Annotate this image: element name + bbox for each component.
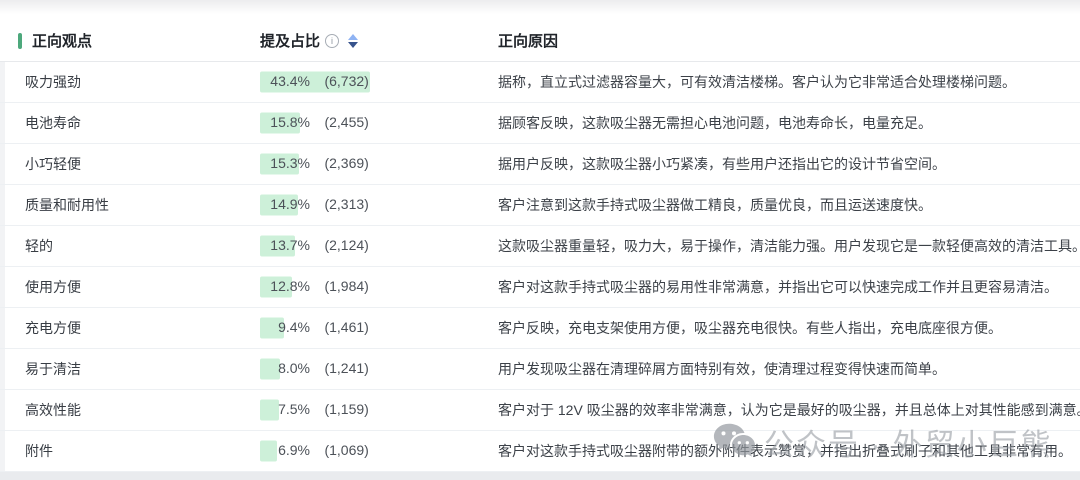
page-bottom-strip [0, 472, 1080, 480]
mention-count: (2,124) [324, 237, 369, 253]
reason-text: 这款吸尘器重量轻，吸力大，易于操作，清洁能力强。用户发现它是一款轻便高效的清洁工… [498, 238, 1080, 254]
mention-percent: 6.9% [278, 442, 310, 458]
mention-percent: 9.4% [278, 319, 310, 335]
viewpoint-label: 附件 [25, 443, 53, 459]
mention-bar [260, 276, 292, 298]
table-row: 使用方便 12.8% (1,984) 客户对这款手持式吸尘器的易用性非常满意，并… [0, 267, 1080, 308]
viewpoint-label: 高效性能 [25, 402, 81, 418]
mention-cell: 7.5% (1,159) [260, 399, 498, 421]
mention-percent: 7.5% [278, 401, 310, 417]
table-row: 高效性能 7.5% (1,159) 客户对于 12V 吸尘器的效率非常满意，认为… [0, 390, 1080, 431]
sort-down-icon [348, 41, 359, 48]
mention-percent: 43.4% [270, 73, 310, 89]
sort-arrows-icon[interactable] [348, 33, 359, 48]
info-circle-icon[interactable]: i [325, 33, 340, 48]
mention-bar [260, 399, 279, 421]
reason-text: 客户对这款手持式吸尘器附带的额外附件表示赞赏，并指出折叠式刷子和其他工具非常有用… [498, 443, 1072, 459]
viewpoint-label: 小巧轻便 [25, 156, 81, 172]
table-body: 吸力强劲 43.4% (6,732) 据称，直立式过滤器容量大，可有效清洁楼梯。… [0, 62, 1080, 472]
mention-count: (2,313) [324, 196, 369, 212]
viewpoint-label: 质量和耐用性 [25, 197, 109, 213]
column-header-reason: 正向原因 [498, 33, 559, 50]
reason-text: 用户发现吸尘器在清理碎屑方面特别有效，使清理过程变得快速而简单。 [498, 361, 946, 377]
reason-text: 据顾客反映，这款吸尘器无需担心电池问题，电池寿命长，电量充足。 [498, 115, 932, 131]
mention-percent: 15.3% [270, 155, 310, 171]
reason-text: 客户反映，充电支架使用方便，吸尘器充电很快。有些人指出，充电底座很方便。 [498, 320, 1002, 336]
page-top-fade [0, 0, 1080, 14]
mention-count: (1,984) [324, 278, 369, 294]
mention-cell: 6.9% (1,069) [260, 440, 498, 462]
mention-percent: 15.8% [270, 114, 310, 130]
mention-bar [260, 358, 280, 380]
viewpoint-label: 使用方便 [25, 279, 81, 295]
mention-bar [260, 112, 300, 134]
viewpoint-label: 电池寿命 [25, 115, 81, 131]
mention-cell: 15.8% (2,455) [260, 112, 498, 134]
table-row: 充电方便 9.4% (1,461) 客户反映，充电支架使用方便，吸尘器充电很快。… [0, 308, 1080, 349]
mention-cell: 13.7% (2,124) [260, 235, 498, 257]
table-row: 吸力强劲 43.4% (6,732) 据称，直立式过滤器容量大，可有效清洁楼梯。… [0, 62, 1080, 103]
mention-cell: 43.4% (6,732) [260, 71, 498, 93]
mention-cell: 14.9% (2,313) [260, 194, 498, 216]
viewpoint-label: 易于清洁 [25, 361, 81, 377]
mention-cell: 12.8% (1,984) [260, 276, 498, 298]
mention-bar [260, 235, 295, 257]
mention-cell: 15.3% (2,369) [260, 153, 498, 175]
mention-count: (2,369) [324, 155, 369, 171]
mention-bar [260, 71, 370, 93]
reason-text: 客户对这款手持式吸尘器的易用性非常满意，并指出它可以快速完成工作并且更容易清洁。 [498, 279, 1058, 295]
sort-up-icon [348, 33, 359, 40]
reason-text: 客户对于 12V 吸尘器的效率非常满意，认为它是最好的吸尘器，并且总体上对其性能… [498, 402, 1080, 418]
reason-text: 客户注意到这款手持式吸尘器做工精良，质量优良，而且运送速度快。 [498, 197, 932, 213]
table-row: 电池寿命 15.8% (2,455) 据顾客反映，这款吸尘器无需担心电池问题，电… [0, 103, 1080, 144]
mention-count: (2,455) [324, 114, 369, 130]
mention-bar [260, 153, 299, 175]
mention-count: (6,732) [324, 73, 369, 89]
table-row: 附件 6.9% (1,069) 客户对这款手持式吸尘器附带的额外附件表示赞赏，并… [0, 431, 1080, 472]
mention-count: (1,159) [324, 401, 369, 417]
mention-bar [260, 440, 277, 462]
mention-count: (1,069) [324, 442, 369, 458]
column-header-viewpoint: 正向观点 [32, 33, 93, 50]
positive-viewpoints-table: 正向观点 提及占比 i 正向原因 吸力强劲 43.4% (6,732) 据称，直… [0, 20, 1080, 472]
reason-text: 据用户反映，这款吸尘器小巧紧凑，有些用户还指出它的设计节省空间。 [498, 156, 946, 172]
table-row: 小巧轻便 15.3% (2,369) 据用户反映，这款吸尘器小巧紧凑，有些用户还… [0, 144, 1080, 185]
table-header-row: 正向观点 提及占比 i 正向原因 [0, 20, 1080, 62]
table-row: 质量和耐用性 14.9% (2,313) 客户注意到这款手持式吸尘器做工精良，质… [0, 185, 1080, 226]
viewpoint-label: 充电方便 [25, 320, 81, 336]
mention-percent: 8.0% [278, 360, 310, 376]
page-left-gutter [0, 62, 5, 472]
mention-count: (1,241) [324, 360, 369, 376]
mention-percent: 14.9% [270, 196, 310, 212]
accent-bar-icon [18, 32, 22, 49]
viewpoint-label: 轻的 [25, 238, 53, 254]
table-row: 轻的 13.7% (2,124) 这款吸尘器重量轻，吸力大，易于操作，清洁能力强… [0, 226, 1080, 267]
mention-count: (1,461) [324, 319, 369, 335]
mention-bar [260, 317, 284, 339]
viewpoint-label: 吸力强劲 [25, 74, 81, 90]
mention-percent: 13.7% [270, 237, 310, 253]
reason-text: 据称，直立式过滤器容量大，可有效清洁楼梯。客户认为它非常适合处理楼梯问题。 [498, 74, 1016, 90]
table-row: 易于清洁 8.0% (1,241) 用户发现吸尘器在清理碎屑方面特别有效，使清理… [0, 349, 1080, 390]
mention-cell: 9.4% (1,461) [260, 317, 498, 339]
column-header-mention: 提及占比 [260, 33, 321, 50]
mention-cell: 8.0% (1,241) [260, 358, 498, 380]
mention-bar [260, 194, 298, 216]
mention-percent: 12.8% [270, 278, 310, 294]
